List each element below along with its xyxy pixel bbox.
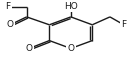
Text: O: O [26,44,33,53]
Text: O: O [7,20,14,29]
Text: F: F [5,2,10,11]
Text: HO: HO [64,2,78,11]
Text: F: F [121,20,126,29]
Text: O: O [67,44,74,53]
